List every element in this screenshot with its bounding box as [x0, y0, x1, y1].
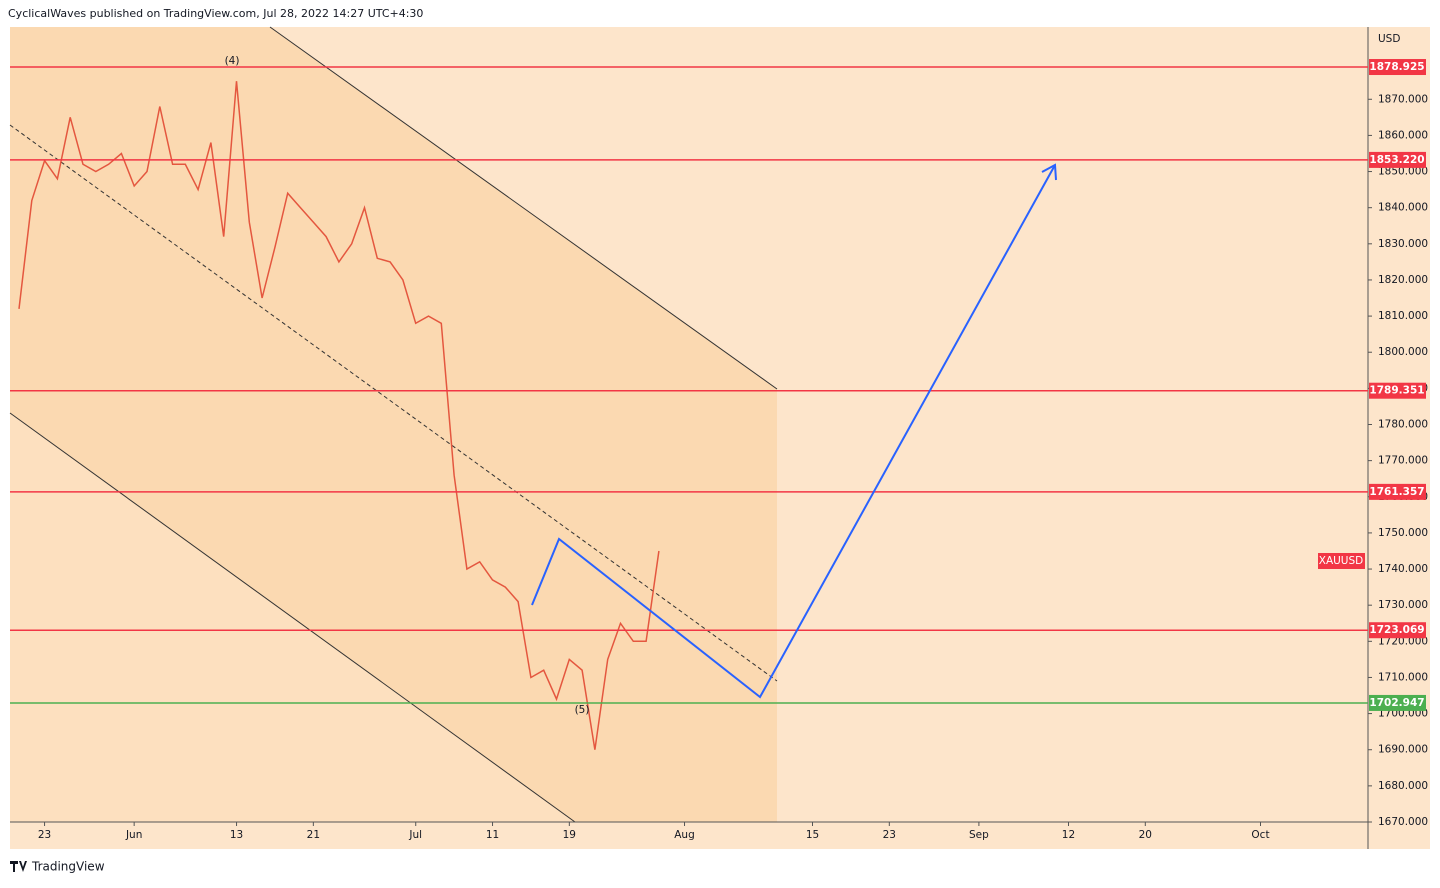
- y-tick-label: 1800.000: [1378, 346, 1428, 358]
- y-tick-label: 1830.000: [1378, 238, 1428, 250]
- x-tick-label: 19: [563, 829, 576, 841]
- price-line: [18, 81, 660, 750]
- x-tick-label: Jul: [408, 829, 422, 841]
- y-tick-label: 1740.000: [1378, 563, 1428, 575]
- y-tick-label: 1820.000: [1378, 274, 1428, 286]
- level-badge: [1369, 622, 1426, 639]
- channel-upper: [269, 26, 778, 390]
- level-label: 1853.220: [1369, 154, 1424, 166]
- logo: [10, 861, 27, 872]
- y-tick-label: 1870.000: [1378, 93, 1428, 105]
- x-tick-label: Jun: [125, 829, 142, 841]
- y-tick-label: 1710.000: [1378, 671, 1428, 683]
- y-tick-label: 1850.000: [1378, 166, 1428, 178]
- level-label: 1878.925: [1369, 61, 1424, 73]
- channel-mid: [9, 124, 778, 682]
- y-tick-label: 1720.000: [1378, 635, 1428, 647]
- y-tick-label: 1670.000: [1378, 816, 1428, 828]
- y-tick-label: 1680.000: [1378, 780, 1428, 792]
- level-label: 1702.947: [1369, 697, 1424, 709]
- level-badge: [1369, 151, 1426, 168]
- x-tick-label: 15: [806, 829, 819, 841]
- wave-label: (5): [575, 704, 590, 716]
- x-tick-label: 20: [1139, 829, 1152, 841]
- y-tick-label: 1810.000: [1378, 310, 1428, 322]
- channel-lower: [9, 412, 576, 823]
- projection-arrowhead: [1041, 163, 1057, 181]
- y-tick-label: 1750.000: [1378, 527, 1428, 539]
- x-tick-label: 23: [883, 829, 896, 841]
- currency-label: USD: [1378, 33, 1400, 45]
- symbol-badge: [1318, 553, 1365, 569]
- level-badge: [1369, 483, 1426, 500]
- y-tick-label: 1860.000: [1378, 129, 1428, 141]
- level-label: 1789.351: [1369, 385, 1424, 397]
- channel-fill: [10, 27, 777, 822]
- x-tick-label: Aug: [674, 829, 695, 841]
- level-badge: [1369, 59, 1426, 76]
- level-badge: [1369, 694, 1426, 711]
- y-tick-label: 1780.000: [1378, 419, 1428, 431]
- wave-label: (4): [225, 55, 240, 67]
- symbol-label: XAUUSD: [1319, 555, 1364, 567]
- footer: TradingView: [31, 860, 105, 874]
- x-tick-label: 13: [230, 829, 243, 841]
- projection-path: [531, 164, 1056, 699]
- level-label: 1723.069: [1369, 624, 1424, 636]
- x-tick-label: Oct: [1251, 829, 1269, 841]
- y-tick-label: 1690.000: [1378, 744, 1428, 756]
- header: CyclicalWaves published on TradingView.c…: [8, 7, 423, 20]
- x-tick-label: 12: [1062, 829, 1075, 841]
- x-tick-label: 21: [307, 829, 320, 841]
- x-tick-label: 11: [486, 829, 499, 841]
- x-tick-label: 23: [38, 829, 51, 841]
- y-tick-label: 1730.000: [1378, 599, 1428, 611]
- x-tick-label: Sep: [969, 829, 989, 841]
- y-tick-label: 1770.000: [1378, 455, 1428, 467]
- level-badge: [1369, 382, 1426, 399]
- y-tick-label: 1840.000: [1378, 202, 1428, 214]
- level-label: 1761.357: [1369, 486, 1424, 498]
